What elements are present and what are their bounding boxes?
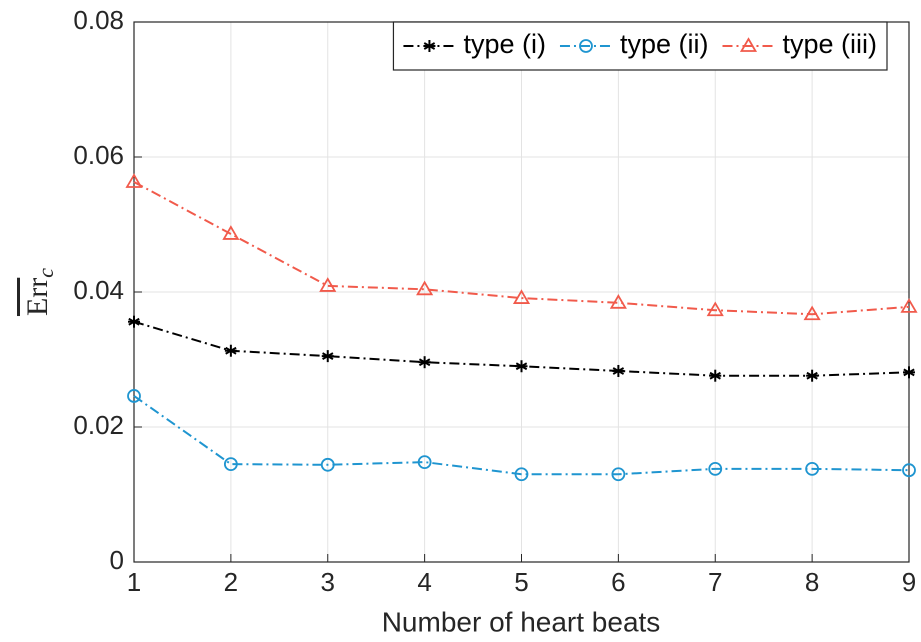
marker — [803, 305, 821, 321]
marker — [222, 225, 240, 240]
marker — [321, 350, 334, 363]
x-tick-label: 1 — [127, 567, 141, 597]
marker — [127, 389, 141, 403]
x-tick-label: 7 — [708, 567, 722, 597]
x-tick-label: 4 — [417, 567, 431, 597]
x-axis-label: Number of heart beats — [382, 606, 661, 637]
marker — [805, 461, 820, 476]
marker — [512, 289, 531, 304]
x-tick-label: 6 — [611, 567, 625, 597]
marker — [806, 369, 819, 382]
marker — [423, 40, 436, 52]
marker — [709, 369, 722, 382]
marker — [417, 455, 432, 470]
x-tick-label: 3 — [321, 567, 335, 597]
y-tick-label: 0.04 — [73, 275, 124, 305]
marker — [224, 344, 237, 357]
y-tick-label: 0 — [110, 545, 124, 575]
marker — [319, 277, 337, 292]
legend: type (i) type (ii) type (iii) — [392, 21, 888, 71]
y-axis-label-group: Errc — [21, 268, 58, 316]
marker — [125, 173, 143, 188]
marker — [579, 39, 593, 53]
marker — [418, 356, 431, 369]
y-tick-label: 0.02 — [73, 410, 124, 440]
marker — [223, 457, 238, 472]
y-axis-label: Errc — [21, 268, 58, 316]
marker — [514, 467, 529, 482]
marker — [739, 37, 758, 52]
marker — [708, 461, 723, 476]
x-tick-label: 8 — [805, 567, 819, 597]
marker — [320, 457, 335, 472]
marker — [706, 301, 724, 317]
x-tick-label: 2 — [224, 567, 238, 597]
legend-label: type (iii) — [782, 29, 877, 59]
marker — [611, 467, 626, 482]
marker — [416, 280, 434, 296]
series-line — [133, 395, 910, 476]
marker — [903, 366, 915, 379]
marker — [128, 315, 140, 328]
series-line — [133, 181, 910, 316]
x-tick-label: 5 — [514, 567, 528, 597]
x-tick-label: 9 — [902, 567, 916, 597]
marker — [900, 298, 918, 313]
y-tick-label: 0.08 — [73, 5, 124, 35]
legend-label: type (i) — [463, 29, 546, 59]
marker — [902, 463, 916, 478]
legend-box — [392, 21, 888, 71]
y-axis-label-subscript: c — [33, 268, 58, 278]
marker — [612, 364, 625, 377]
y-axis-label-base: Err — [21, 278, 54, 316]
marker — [515, 360, 528, 373]
y-tick-label: 0.06 — [73, 140, 124, 170]
marker — [609, 294, 627, 309]
legend-label: type (ii) — [620, 29, 709, 59]
